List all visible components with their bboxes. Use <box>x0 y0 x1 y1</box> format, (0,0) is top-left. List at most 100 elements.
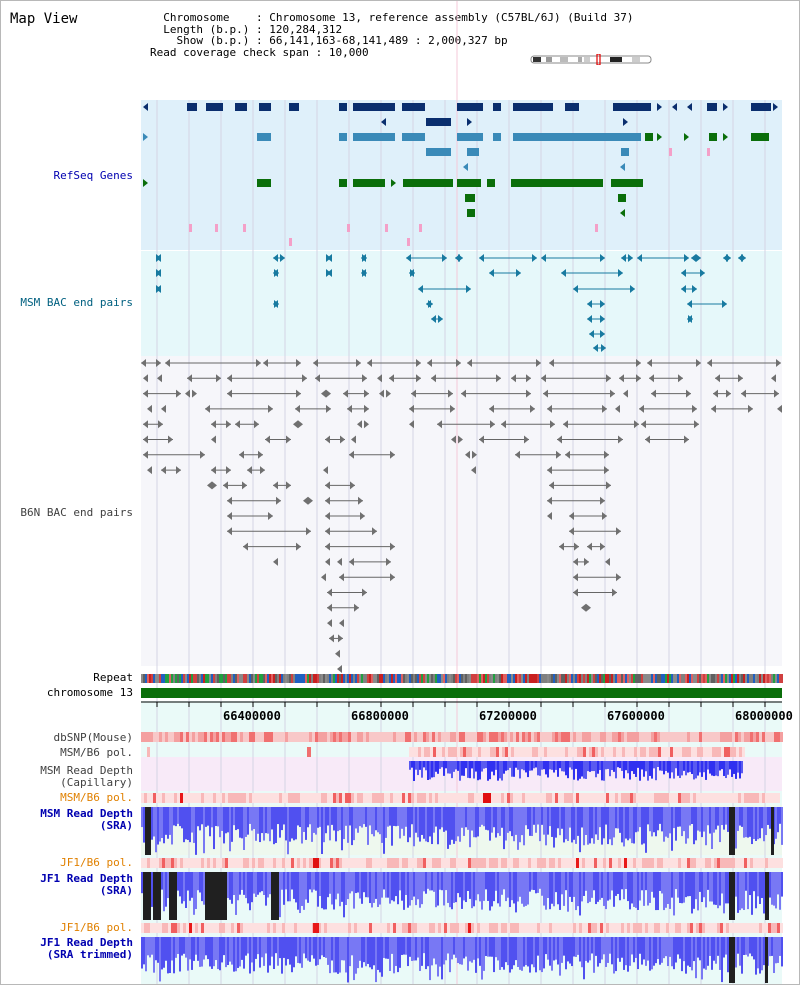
snp-density-cell <box>342 732 345 742</box>
depth-bar <box>763 872 765 914</box>
pol-cell <box>357 858 360 868</box>
feature-arrow <box>390 542 395 551</box>
pol-cell <box>693 858 696 868</box>
pol-cell <box>439 747 442 757</box>
depth-bar <box>617 807 619 829</box>
depth-bar <box>173 807 175 826</box>
pol-cell <box>246 858 249 868</box>
depth-bar <box>205 937 207 956</box>
depth-bar <box>297 937 299 963</box>
depth-bar <box>777 807 779 833</box>
repeat-segment <box>475 674 477 683</box>
pol-cell <box>529 747 532 757</box>
depth-bar <box>275 937 277 954</box>
b6n-bac-end-pairs-label[interactable]: B6N BAC end pairs <box>20 506 133 519</box>
pol-cell <box>543 793 546 803</box>
repeat-segment <box>387 674 389 683</box>
depth-bar <box>387 937 389 959</box>
snp-density-cell <box>237 732 240 742</box>
feature-arrow <box>458 254 463 262</box>
depth-bar <box>431 937 433 966</box>
repeat-segment <box>301 674 303 683</box>
snp-density-cell <box>285 732 288 742</box>
depth-bar <box>449 761 451 774</box>
snp-density-cell <box>150 732 153 742</box>
depth-bar <box>485 937 487 957</box>
snp-density-cell <box>567 732 570 742</box>
pol-cell <box>648 793 651 803</box>
pol-cell <box>534 793 537 803</box>
repeat-segment <box>727 674 729 683</box>
repeat-segment <box>543 674 545 683</box>
repeat-segment <box>189 674 191 683</box>
pol-cell <box>585 923 588 933</box>
repeat-segment <box>433 674 435 683</box>
depth-bar <box>527 761 529 778</box>
feature-arrow <box>645 435 650 444</box>
feature-arrow <box>684 133 689 141</box>
depth-bar <box>567 807 569 841</box>
repeat-segment <box>561 674 563 683</box>
pol-cell <box>576 858 579 868</box>
feature-arrow <box>325 496 330 505</box>
pol-cell <box>700 747 703 757</box>
repeat-segment <box>609 674 611 683</box>
repeat-segment <box>153 674 155 683</box>
depth-bar <box>605 872 607 910</box>
depth-bar <box>249 807 251 824</box>
depth-bar <box>687 872 689 897</box>
depth-bar <box>719 937 721 970</box>
snp-density-cell <box>759 732 762 742</box>
pol-cell <box>456 923 459 933</box>
depth-bar <box>353 937 355 981</box>
pol-cell <box>555 858 558 868</box>
snp-density-cell <box>243 732 246 742</box>
pol-cell <box>571 747 574 757</box>
repeat-segment <box>399 674 401 683</box>
snp-density-cell <box>231 732 234 742</box>
jf1-sra-depth <box>141 872 783 920</box>
repeat-segment <box>255 674 257 683</box>
snp-density-cell <box>195 732 198 742</box>
snp-density-cell <box>741 732 744 742</box>
gene-block <box>339 103 347 111</box>
pol-cell <box>531 923 534 933</box>
depth-bar <box>317 872 319 907</box>
pol-cell <box>444 793 447 803</box>
pol-cell <box>171 793 174 803</box>
repeat-segment <box>293 674 295 683</box>
pol-cell <box>474 858 477 868</box>
refseq-genes-label[interactable]: RefSeq Genes <box>53 169 133 182</box>
pol-cell <box>417 858 420 868</box>
pol-cell <box>387 923 390 933</box>
pseudogene-mark <box>215 224 218 232</box>
feature-arrow <box>143 389 148 398</box>
pol-cell <box>588 923 591 933</box>
depth-bar <box>493 937 495 973</box>
feature-arrow <box>602 512 607 520</box>
msm-bac-end-pairs-label[interactable]: MSM BAC end pairs <box>20 296 133 309</box>
pol-cell <box>147 858 150 868</box>
chromosome-ideogram[interactable] <box>530 54 653 65</box>
depth-bar <box>323 872 325 910</box>
pol-cell <box>273 923 276 933</box>
depth-bar <box>475 937 477 973</box>
repeat-segment <box>733 674 735 683</box>
pol-cell <box>522 923 525 933</box>
depth-bar <box>661 937 663 963</box>
depth-bar <box>229 937 231 962</box>
depth-bar <box>285 937 287 966</box>
feature-arrow <box>205 404 210 413</box>
repeat-segment <box>187 674 189 683</box>
repeat-segment <box>501 674 503 683</box>
depth-bar <box>631 807 633 844</box>
depth-bar <box>577 872 579 907</box>
feature-arrow <box>615 404 620 413</box>
depth-bar <box>609 761 611 777</box>
feature-arrow <box>467 118 472 126</box>
repeat-segment <box>391 674 393 683</box>
depth-bar <box>351 807 353 846</box>
pol-cell <box>381 923 384 933</box>
depth-bar <box>487 807 489 831</box>
